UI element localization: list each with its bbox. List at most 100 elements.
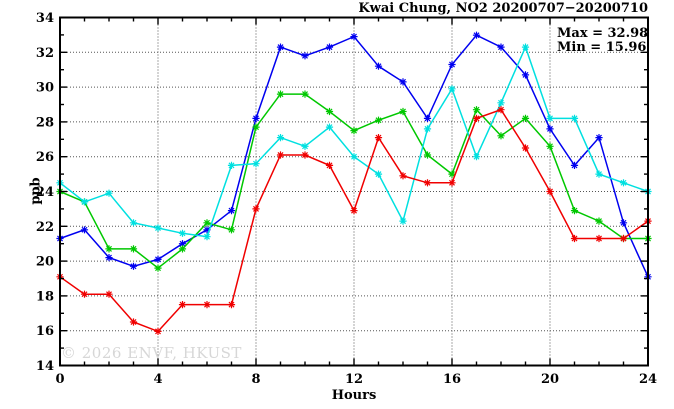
series-green-marker — [472, 106, 481, 114]
series-blue-marker — [448, 60, 456, 69]
series-cyan-marker — [203, 233, 211, 241]
series-green-marker — [105, 245, 113, 253]
series-green-marker — [423, 151, 432, 159]
series-red-marker — [178, 301, 187, 309]
x-tick-label: 4 — [153, 372, 162, 387]
series-red — [56, 106, 652, 335]
series-green-marker — [325, 107, 334, 116]
series-green-marker — [154, 264, 162, 272]
series-cyan-marker — [227, 161, 236, 169]
series-red-marker — [203, 301, 211, 309]
y-tick-label: 34 — [36, 11, 54, 26]
y-tick-label: 22 — [36, 220, 54, 235]
series-cyan-marker — [80, 198, 89, 206]
min-annotation: Min = 15.96 — [557, 40, 647, 55]
series-green-marker — [497, 132, 505, 140]
series-red-marker — [521, 144, 530, 152]
x-tick-label: 24 — [639, 372, 657, 387]
y-tick-label: 26 — [36, 150, 54, 165]
max-annotation: Max = 32.98 — [557, 26, 649, 41]
series-blue-marker — [497, 43, 505, 51]
series-red-marker — [252, 205, 260, 213]
series-blue-marker — [178, 240, 187, 248]
series-blue-marker — [154, 255, 162, 263]
series-cyan-marker — [178, 229, 187, 237]
y-axis-label: ppb — [28, 177, 44, 205]
series-green-marker — [521, 114, 530, 123]
y-tick-label: 30 — [36, 81, 54, 96]
series-red-marker — [227, 301, 236, 309]
axis-ticks — [59, 16, 649, 367]
series-blue-marker — [203, 226, 211, 234]
series-red-marker — [374, 134, 383, 142]
series-green-marker — [374, 116, 383, 124]
series-cyan-marker — [276, 134, 285, 142]
series-cyan-marker — [374, 170, 383, 178]
series-red-marker — [80, 290, 89, 298]
series-red-marker — [423, 179, 432, 187]
series-cyan-marker — [521, 43, 530, 51]
series-cyan — [56, 43, 652, 241]
series-blue-marker — [227, 207, 236, 215]
series-green-marker — [546, 142, 554, 150]
y-tick-label: 24 — [36, 185, 54, 200]
series-red-marker — [301, 151, 309, 159]
series-red-marker — [350, 207, 358, 215]
series-cyan-marker — [570, 114, 579, 123]
y-tick-label: 18 — [36, 289, 54, 304]
chart-title: Kwai Chung, NO2 20200707−20200710 — [358, 1, 648, 16]
series-blue-marker — [374, 62, 383, 70]
y-tick-label: 16 — [36, 324, 54, 339]
series-cyan-marker — [350, 153, 358, 161]
series-green-marker — [129, 245, 138, 253]
series-green-marker — [178, 245, 187, 253]
series-blue-marker — [399, 78, 407, 86]
series-cyan-marker — [154, 224, 162, 232]
x-tick-label: 20 — [541, 372, 559, 387]
series-green-marker — [301, 90, 309, 98]
series-green-marker — [227, 226, 236, 234]
series-red-marker — [472, 114, 481, 123]
series-green-marker — [350, 127, 358, 135]
series-red-marker — [595, 234, 603, 243]
series-blue-marker — [105, 254, 113, 262]
series-cyan-marker — [129, 219, 138, 227]
series-blue-marker — [276, 43, 285, 51]
series-blue-marker — [325, 43, 334, 51]
series-red-marker — [497, 106, 505, 114]
series-red-marker — [546, 187, 554, 196]
series-cyan-marker — [325, 123, 334, 131]
series-blue-marker — [521, 71, 530, 79]
series-cyan-marker — [252, 160, 260, 168]
series-cyan-marker — [546, 114, 554, 123]
series-blue-marker — [619, 219, 628, 227]
series-red-marker — [570, 234, 579, 243]
x-tick-label: 0 — [55, 372, 64, 387]
series-blue-marker — [595, 134, 603, 142]
x-tick-label: 12 — [345, 372, 363, 387]
y-tick-label: 28 — [36, 115, 54, 130]
series-cyan-marker — [105, 189, 113, 197]
series-blue-marker — [80, 226, 89, 234]
series-red-marker — [154, 327, 162, 335]
series-green-marker — [276, 90, 285, 98]
y-tick-label: 32 — [36, 46, 54, 61]
y-tick-label: 20 — [36, 255, 54, 270]
series-cyan-marker — [472, 153, 481, 161]
series-red-marker — [448, 179, 456, 187]
series-red-marker — [619, 234, 628, 243]
series-cyan-marker — [619, 179, 628, 187]
x-tick-label: 16 — [443, 372, 461, 387]
tick-labels: 14 16 18 20 22 24 26 28 30 32 34 0 4 8 12 16 20 24 — [36, 11, 657, 387]
series-blue-marker — [350, 32, 358, 41]
series-cyan-marker — [595, 170, 603, 178]
series-blue-marker — [129, 262, 138, 270]
series-blue-marker — [301, 52, 309, 60]
series-cyan-marker — [448, 85, 456, 93]
series-red-marker — [129, 318, 138, 326]
series-green-marker — [399, 107, 407, 116]
series-green-marker — [595, 217, 603, 225]
series-cyan-marker — [301, 142, 309, 150]
